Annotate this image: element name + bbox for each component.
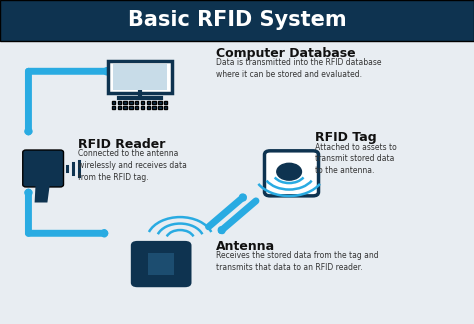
Text: Attached to assets to
transmit stored data
to the antenna.: Attached to assets to transmit stored da… (315, 143, 397, 175)
FancyBboxPatch shape (146, 101, 150, 104)
Polygon shape (35, 185, 50, 202)
FancyBboxPatch shape (264, 151, 319, 196)
FancyBboxPatch shape (164, 101, 167, 104)
Text: Basic RFID System: Basic RFID System (128, 10, 346, 30)
Text: Receives the stored data from the tag and
transmits that data to an RFID reader.: Receives the stored data from the tag an… (216, 251, 378, 272)
FancyBboxPatch shape (112, 106, 115, 109)
FancyBboxPatch shape (118, 101, 121, 104)
Text: Antenna: Antenna (216, 240, 275, 253)
FancyBboxPatch shape (0, 0, 474, 40)
FancyBboxPatch shape (153, 106, 156, 109)
FancyBboxPatch shape (23, 150, 64, 187)
Text: RFID Reader: RFID Reader (78, 138, 165, 151)
FancyBboxPatch shape (146, 106, 150, 109)
FancyBboxPatch shape (113, 64, 167, 90)
Text: Computer Database: Computer Database (216, 47, 356, 60)
FancyBboxPatch shape (108, 61, 172, 93)
FancyBboxPatch shape (131, 241, 191, 287)
FancyBboxPatch shape (158, 101, 162, 104)
FancyBboxPatch shape (123, 106, 127, 109)
FancyBboxPatch shape (112, 101, 115, 104)
Text: Data is transmitted into the RFID database
where it can be stored and evaluated.: Data is transmitted into the RFID databa… (216, 58, 381, 79)
FancyBboxPatch shape (153, 101, 156, 104)
FancyBboxPatch shape (158, 106, 162, 109)
Text: RFID Tag: RFID Tag (315, 131, 377, 144)
Text: Connected to the antenna
wirelessly and receives data
from the RFID tag.: Connected to the antenna wirelessly and … (78, 149, 187, 182)
FancyBboxPatch shape (118, 106, 121, 109)
FancyBboxPatch shape (141, 106, 144, 109)
FancyBboxPatch shape (129, 101, 133, 104)
FancyBboxPatch shape (164, 106, 167, 109)
FancyBboxPatch shape (141, 101, 144, 104)
Circle shape (277, 163, 301, 180)
FancyBboxPatch shape (123, 101, 127, 104)
FancyBboxPatch shape (135, 101, 138, 104)
FancyBboxPatch shape (129, 106, 133, 109)
FancyBboxPatch shape (148, 253, 174, 275)
FancyBboxPatch shape (135, 106, 138, 109)
